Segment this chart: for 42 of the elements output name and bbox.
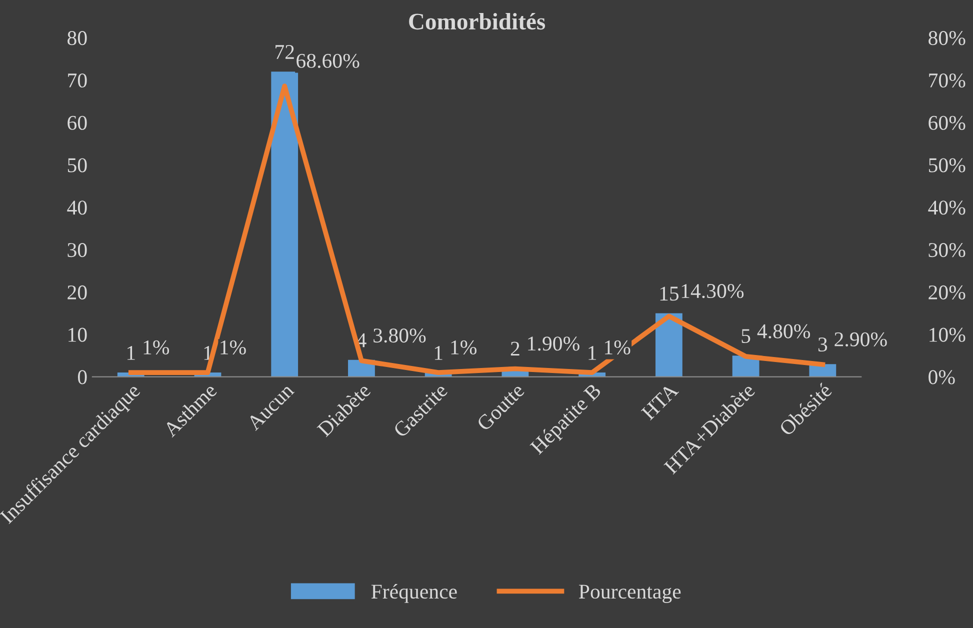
data-label: 1 xyxy=(434,346,442,360)
y-tick-label: 0 xyxy=(78,370,87,384)
data-label: 15 xyxy=(660,286,679,301)
line-series xyxy=(128,84,826,375)
data-label: 1% xyxy=(220,340,246,355)
bar xyxy=(655,313,682,377)
legend-label: Fréquence xyxy=(371,584,457,603)
data-label: 1% xyxy=(144,340,170,355)
y-tick-label: 70 xyxy=(68,73,87,88)
chart-title: Comorbidités xyxy=(409,12,546,30)
y-tick-label: 80 xyxy=(68,31,87,46)
data-label: 1 xyxy=(127,346,135,360)
y2-tick-label: 10% xyxy=(930,328,966,342)
y-tick-label: 20 xyxy=(68,285,87,300)
data-label: 1 xyxy=(588,346,596,360)
data-label: 68.60% xyxy=(296,54,360,68)
y2-tick-label: 70% xyxy=(929,73,966,88)
y2-tick-label: 0% xyxy=(928,370,955,384)
data-label: 72 xyxy=(276,45,294,59)
y2-tick-label: 40% xyxy=(928,200,966,215)
y2-tick-label: 50% xyxy=(928,158,966,172)
y-tick-label: 50 xyxy=(68,158,87,172)
y-tick-label: 60 xyxy=(68,116,87,130)
data-label: 1.90% xyxy=(528,336,580,351)
data-label: 5 xyxy=(742,329,750,344)
data-label: 1% xyxy=(605,340,630,355)
legend-label: Pourcentage xyxy=(578,584,681,603)
data-label: 4.80% xyxy=(757,324,810,338)
y-tick-label: 40 xyxy=(67,200,87,215)
bar xyxy=(271,72,298,377)
data-label: 3.80% xyxy=(374,328,426,343)
data-label: 3 xyxy=(818,338,828,352)
data-label: 2.90% xyxy=(834,332,887,346)
data-label: 1% xyxy=(451,340,477,355)
y2-tick-label: 20% xyxy=(928,285,966,300)
y2-tick-label: 60% xyxy=(928,116,966,130)
data-label: 14.30% xyxy=(682,284,744,298)
data-label: 2 xyxy=(510,342,520,356)
y-tick-label: 30 xyxy=(68,243,87,258)
y2-tick-label: 30% xyxy=(928,243,966,258)
y2-tick-label: 80% xyxy=(928,31,966,46)
y-tick-label: 10 xyxy=(68,328,87,342)
